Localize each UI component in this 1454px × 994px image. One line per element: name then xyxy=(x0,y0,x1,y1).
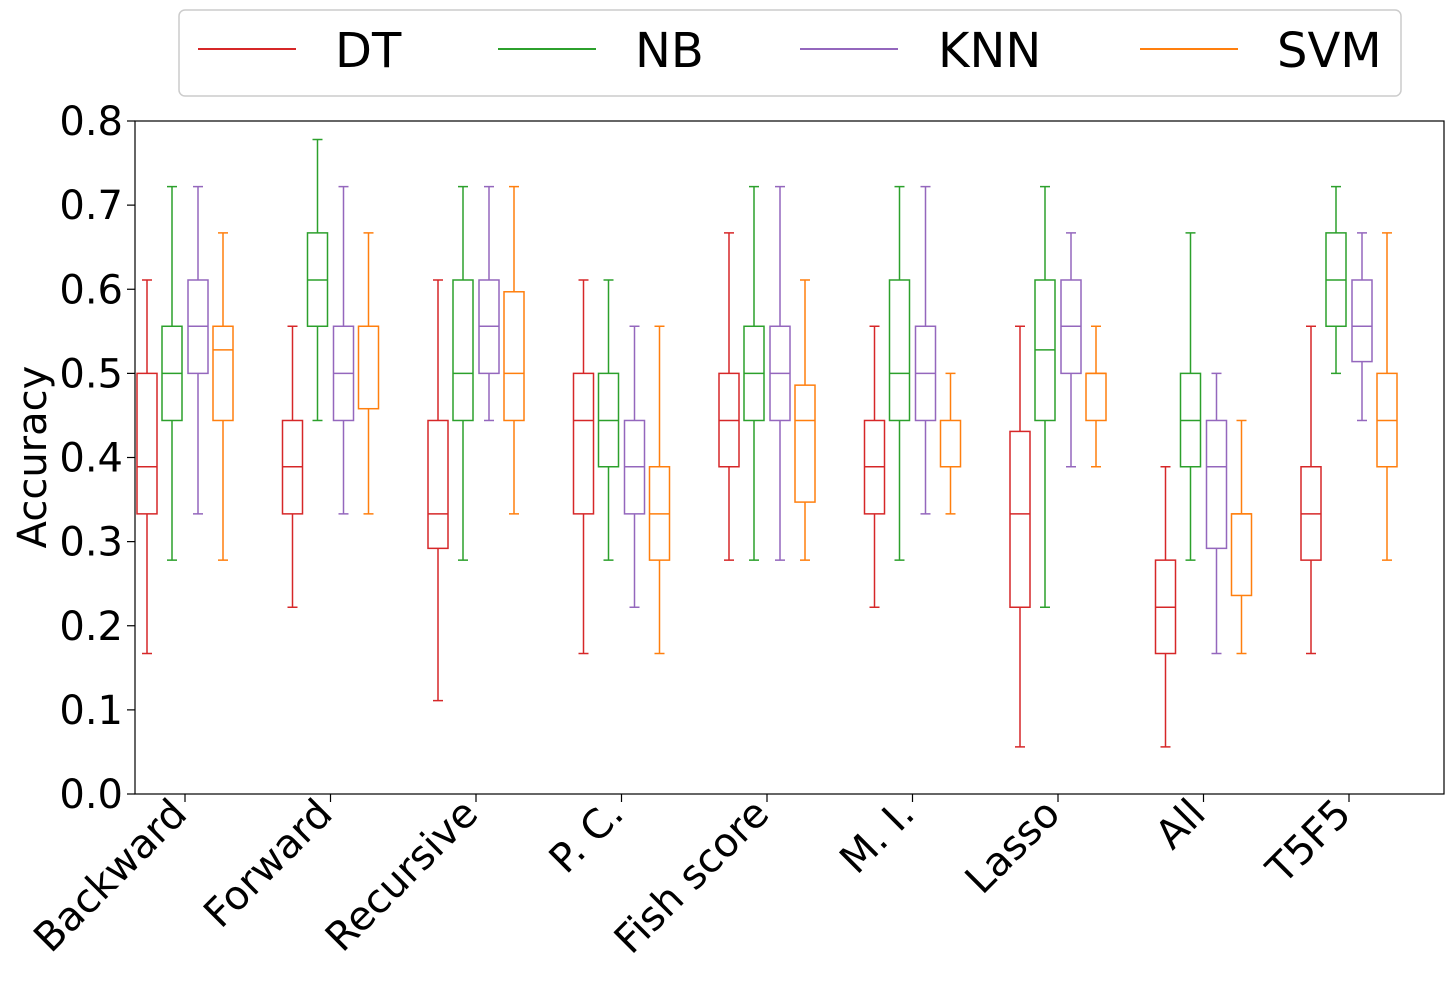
box-dt xyxy=(1300,325,1322,655)
box-svm xyxy=(648,325,671,655)
iqr-box xyxy=(1351,279,1373,363)
iqr-box xyxy=(794,384,816,503)
y-tick-label: 0.2 xyxy=(59,604,123,650)
box-knn xyxy=(1205,372,1228,655)
legend-label: SVM xyxy=(1277,23,1382,79)
y-tick-label: 0.6 xyxy=(59,267,123,313)
box-dt xyxy=(281,325,304,608)
box-svm xyxy=(794,279,816,561)
box-nb xyxy=(888,185,911,561)
box-dt xyxy=(572,279,595,655)
y-axis: 0.0 0.1 0.2 0.3 0.4 0.5 0.6 0.7 0.8 xyxy=(59,99,135,818)
box-knn xyxy=(623,325,646,608)
legend-frame xyxy=(178,9,1402,97)
box-dt xyxy=(136,279,158,655)
legend-label: KNN xyxy=(938,23,1041,79)
iqr-box xyxy=(1009,430,1031,608)
box-dt xyxy=(718,232,740,561)
legend-entry-svm: SVM xyxy=(1140,23,1382,79)
iqr-box xyxy=(503,291,525,422)
box-nb xyxy=(1034,185,1056,608)
box-svm xyxy=(1376,232,1398,561)
iqr-box xyxy=(939,419,962,468)
box-nb xyxy=(743,185,765,561)
series-dt xyxy=(136,232,1322,748)
y-tick-label: 0.4 xyxy=(59,436,123,482)
box-knn xyxy=(187,185,209,515)
y-tick-label: 0.7 xyxy=(59,183,123,229)
series-nb xyxy=(161,138,1347,608)
box-dt xyxy=(1154,466,1177,748)
box-svm xyxy=(939,372,962,515)
iqr-box xyxy=(572,372,595,515)
y-tick-label: 0.5 xyxy=(59,351,123,397)
y-axis-label: Accuracy xyxy=(10,366,56,549)
box-nb xyxy=(1179,232,1202,561)
box-svm xyxy=(1085,325,1107,468)
box-svm xyxy=(503,185,525,515)
box-series xyxy=(136,138,1398,748)
iqr-box xyxy=(357,325,380,410)
iqr-box xyxy=(452,279,474,422)
iqr-box xyxy=(888,279,911,422)
iqr-box xyxy=(212,325,234,422)
legend: DT NB KNN SVM xyxy=(178,9,1402,97)
box-dt xyxy=(1009,325,1031,748)
box-dt xyxy=(863,325,886,608)
legend-entry-nb: NB xyxy=(498,23,704,79)
y-tick-label: 0.8 xyxy=(59,99,123,145)
legend-entry-knn: KNN xyxy=(800,23,1041,79)
iqr-box xyxy=(427,419,449,550)
legend-label: DT xyxy=(335,23,402,79)
box-knn xyxy=(769,185,791,561)
box-svm xyxy=(212,232,234,561)
series-svm xyxy=(212,185,1398,655)
box-knn xyxy=(1060,232,1082,468)
box-nb xyxy=(597,279,620,561)
legend-label: NB xyxy=(635,23,704,79)
box-knn xyxy=(914,185,937,515)
box-knn xyxy=(478,185,500,422)
box-nb xyxy=(452,185,474,561)
iqr-box xyxy=(1205,419,1228,550)
legend-entry-dt: DT xyxy=(198,23,402,79)
iqr-box xyxy=(1230,513,1253,597)
box-dt xyxy=(427,279,449,702)
iqr-box xyxy=(136,372,158,515)
y-tick-label: 0.3 xyxy=(59,520,123,566)
box-nb xyxy=(161,185,183,561)
box-svm xyxy=(357,232,380,515)
box-nb xyxy=(1325,185,1347,375)
iqr-box xyxy=(1085,372,1107,422)
y-tick-label: 0.0 xyxy=(59,772,123,818)
series-knn xyxy=(187,185,1373,655)
box-knn xyxy=(332,185,355,515)
box-knn xyxy=(1351,232,1373,422)
box-svm xyxy=(1230,419,1253,655)
y-tick-label: 0.1 xyxy=(59,688,123,734)
box-nb xyxy=(306,138,329,422)
